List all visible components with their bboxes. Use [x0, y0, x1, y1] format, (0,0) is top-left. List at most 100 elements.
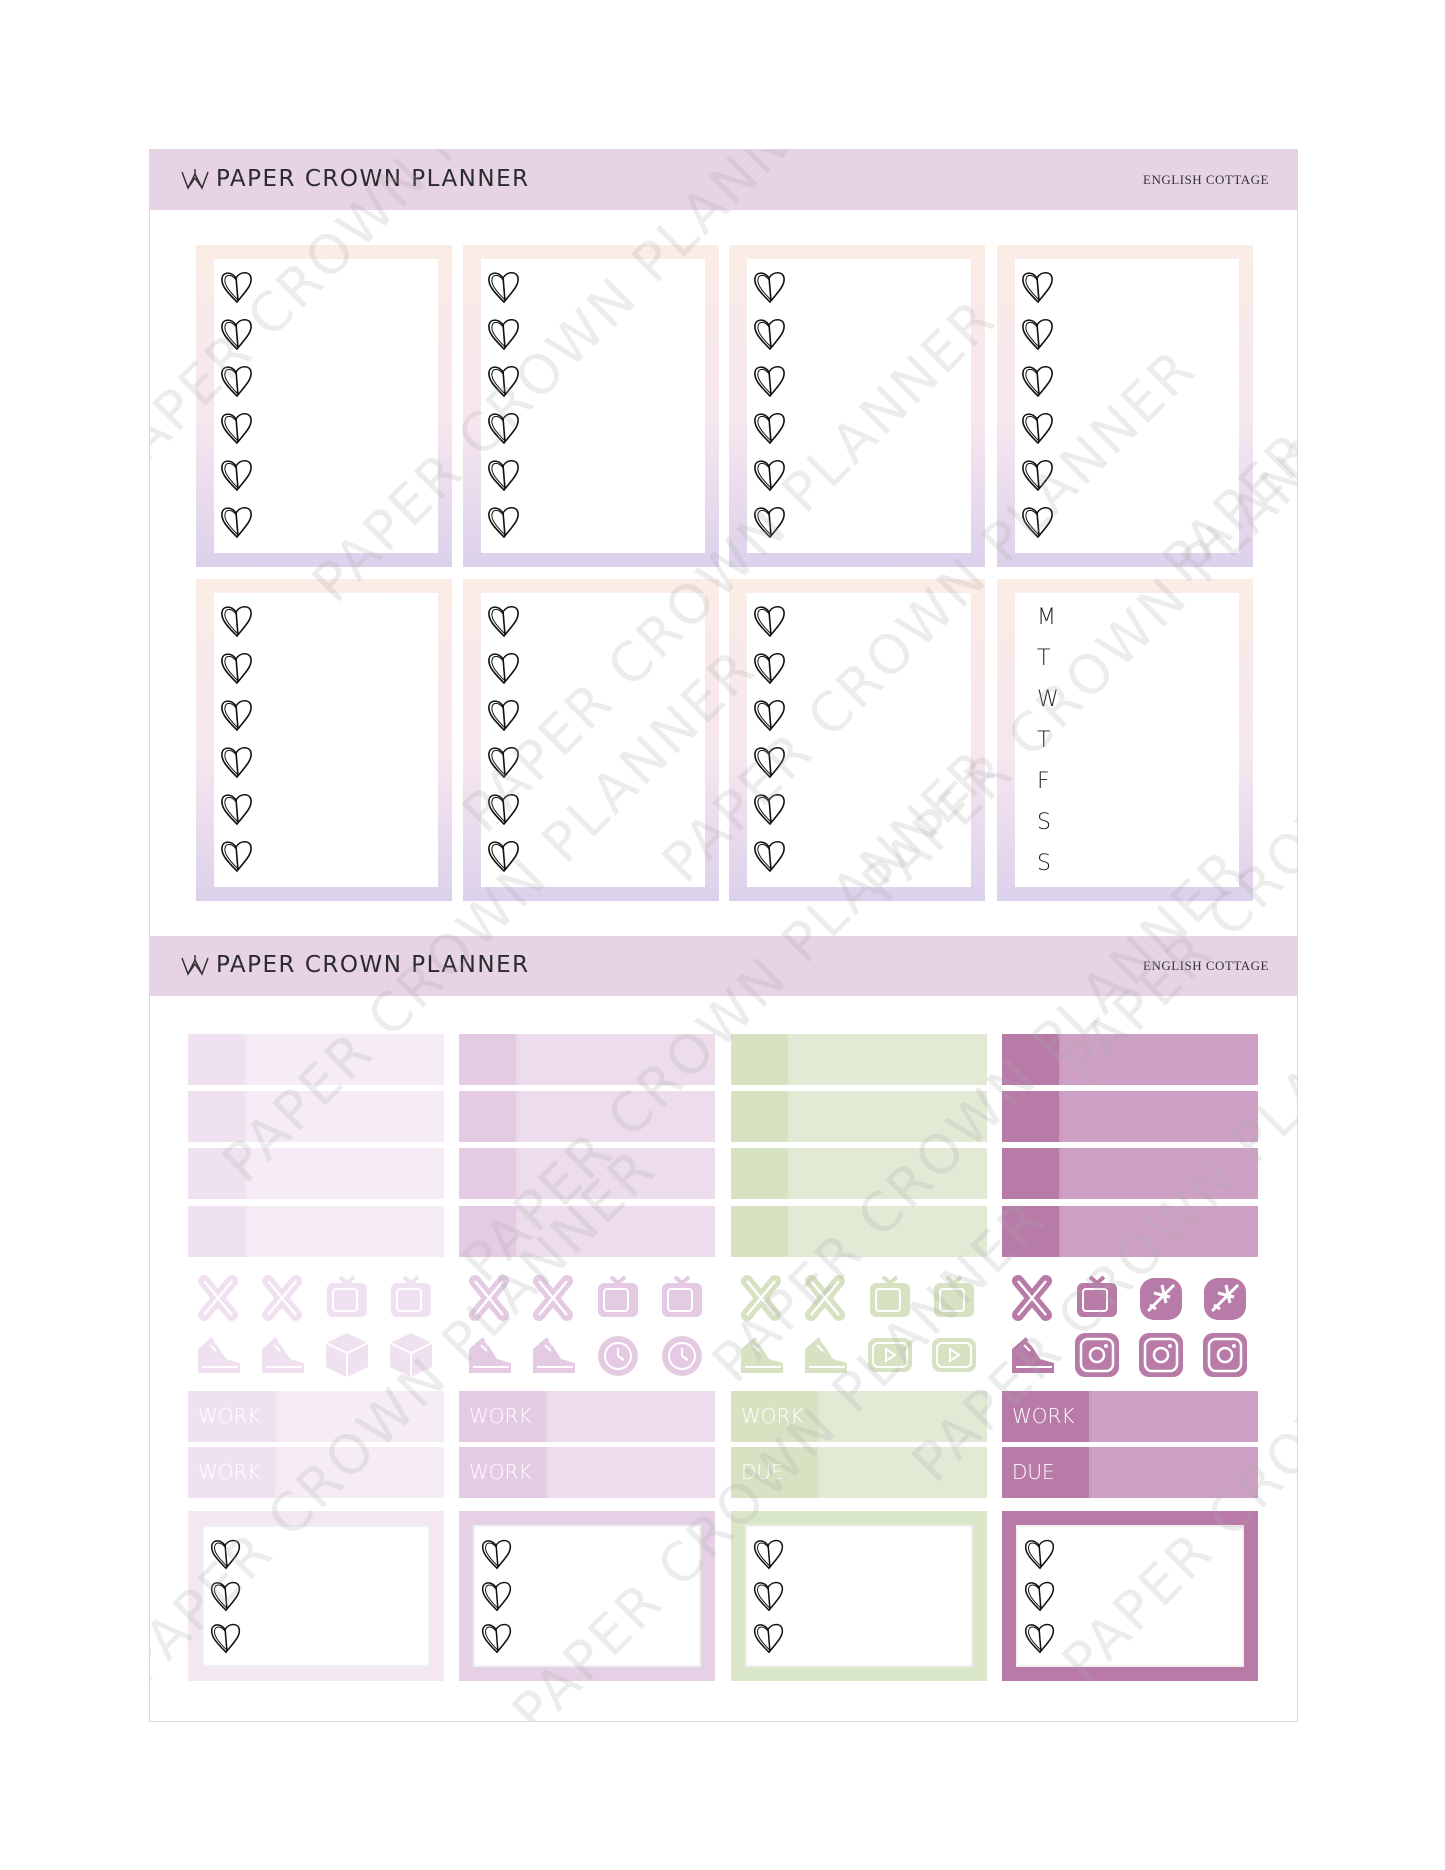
- label-strip: WORK: [1002, 1391, 1258, 1442]
- heart-icon: [481, 1539, 512, 1570]
- strip-body: [248, 1034, 444, 1085]
- sheet-header-bottom: PAPER CROWN PLANNER ENGLISH COTTAGE: [150, 936, 1297, 996]
- heart-icon: [1022, 506, 1053, 539]
- strip-body: [248, 1091, 444, 1142]
- heart-icon: [221, 840, 252, 873]
- strip-tab: [188, 1447, 278, 1498]
- heart-icon: [210, 1539, 241, 1570]
- strip-body: [791, 1148, 987, 1199]
- heart-icon: [221, 271, 252, 304]
- strip-body: [1092, 1447, 1258, 1498]
- play-icon: [863, 1329, 917, 1379]
- strip-tab: [731, 1391, 821, 1442]
- color-strip: [188, 1034, 444, 1085]
- strip-tab: [1002, 1447, 1092, 1498]
- instagram-icon: [1198, 1329, 1252, 1379]
- strip-body: [791, 1206, 987, 1257]
- label-strip: WORK: [188, 1447, 444, 1498]
- weekday-label: S: [1037, 851, 1051, 876]
- color-strip: [188, 1206, 444, 1257]
- tv-icon: [384, 1273, 438, 1323]
- box-writing-area: [481, 259, 705, 553]
- heart-icon: [753, 1623, 784, 1654]
- heart-icon: [488, 365, 519, 398]
- strip-tab: [1002, 1391, 1092, 1442]
- alarm-clock-icon: [655, 1329, 709, 1379]
- strip-body: [278, 1391, 444, 1442]
- heart-icon: [754, 318, 785, 351]
- strip-tab: [459, 1447, 549, 1498]
- tv-icon: [655, 1273, 709, 1323]
- color-strip: [731, 1206, 987, 1257]
- heart-checklist: [218, 269, 256, 540]
- strip-label: DUE: [1012, 1460, 1055, 1484]
- strip-body: [1062, 1206, 1258, 1257]
- heart-icon: [488, 793, 519, 826]
- label-strip: DUE: [731, 1447, 987, 1498]
- strip-label: WORK: [469, 1460, 532, 1484]
- box-writing-area: [747, 259, 971, 553]
- strip-tab: [459, 1391, 549, 1442]
- color-strip: [1002, 1206, 1258, 1257]
- strip-tab: [459, 1091, 519, 1142]
- heart-icon: [488, 605, 519, 638]
- heart-icon: [1024, 1581, 1055, 1612]
- strip-tab: [1002, 1091, 1062, 1142]
- heart-icon: [753, 1539, 784, 1570]
- heart-icon: [1022, 318, 1053, 351]
- heart-icon: [1024, 1539, 1055, 1570]
- heart-icon: [754, 605, 785, 638]
- fork-knife-icon: [463, 1273, 517, 1323]
- color-strip: [459, 1148, 715, 1199]
- heart-icon: [1022, 365, 1053, 398]
- heart-icon: [488, 271, 519, 304]
- strip-label: WORK: [198, 1404, 261, 1428]
- box-writing-area: [1016, 1525, 1244, 1667]
- heart-icon: [488, 412, 519, 445]
- strip-body: [549, 1391, 715, 1442]
- instagram-icon: [1070, 1329, 1124, 1379]
- strip-label: WORK: [1012, 1404, 1075, 1428]
- box-writing-area: [745, 1525, 973, 1667]
- heart-checklist: [485, 603, 523, 874]
- heart-icon: [754, 412, 785, 445]
- strip-tab: [1002, 1034, 1062, 1085]
- color-strip: [459, 1091, 715, 1142]
- heart-icon: [754, 699, 785, 732]
- strip-body: [549, 1447, 715, 1498]
- heart-icon: [481, 1623, 512, 1654]
- strip-tab: [731, 1148, 791, 1199]
- heart-icon: [488, 506, 519, 539]
- box-icon: [384, 1329, 438, 1379]
- tv-icon: [320, 1273, 374, 1323]
- heart-icon: [221, 746, 252, 779]
- heart-icon: [221, 365, 252, 398]
- color-strip: [1002, 1091, 1258, 1142]
- strip-body: [1092, 1391, 1258, 1442]
- instagram-icon: [1134, 1329, 1188, 1379]
- tv-icon: [927, 1273, 981, 1323]
- strip-body: [1062, 1148, 1258, 1199]
- heart-icon: [488, 840, 519, 873]
- fork-knife-icon: [799, 1273, 853, 1323]
- strip-tab: [731, 1447, 821, 1498]
- strip-body: [248, 1206, 444, 1257]
- color-strip: [731, 1091, 987, 1142]
- sneaker-icon: [256, 1329, 310, 1379]
- heart-icon: [221, 506, 252, 539]
- color-strip: [459, 1034, 715, 1085]
- sheet-header-top: PAPER CROWN PLANNER ENGLISH COTTAGE: [150, 150, 1297, 210]
- brand-name: PAPER CROWN PLANNER: [216, 952, 530, 978]
- fork-knife-icon: [527, 1273, 581, 1323]
- checklist-box: [729, 579, 985, 901]
- heart-icon: [210, 1581, 241, 1612]
- fork-knife-icon: [1006, 1273, 1060, 1323]
- heart-icon: [754, 840, 785, 873]
- brand: PAPER CROWN PLANNER: [180, 952, 530, 978]
- label-strip: DUE: [1002, 1447, 1258, 1498]
- color-strip: [188, 1091, 444, 1142]
- strip-tab: [188, 1091, 248, 1142]
- heart-icon: [754, 793, 785, 826]
- strip-label: DUE: [741, 1460, 784, 1484]
